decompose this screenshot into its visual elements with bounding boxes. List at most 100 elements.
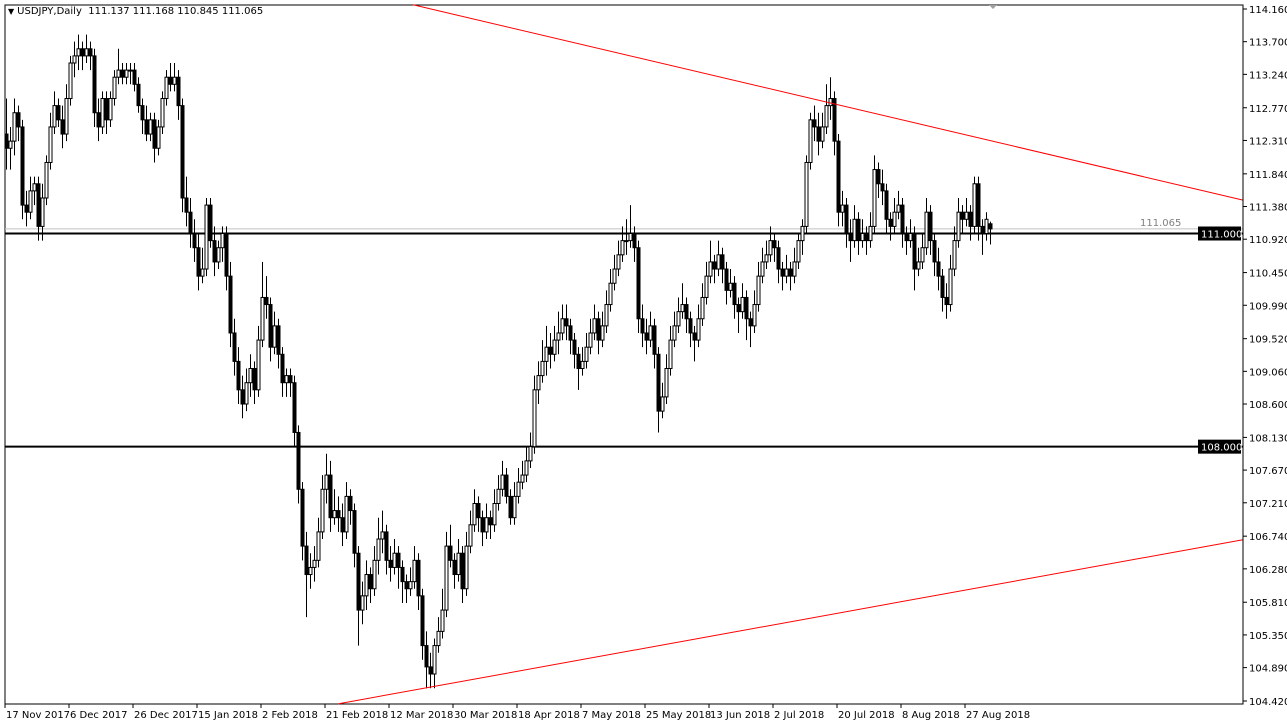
chart-shift-marker-icon[interactable] [989, 5, 997, 9]
candle-body-bull [708, 261, 713, 277]
candle-body-bear [748, 318, 753, 327]
candle-body-bull [364, 574, 369, 597]
symbol-label: USDJPY,Daily [17, 6, 82, 17]
candle-body-bear [856, 218, 861, 242]
candle [740, 283, 745, 319]
candle [140, 98, 145, 135]
candle [764, 240, 769, 270]
candle-body-bull [668, 339, 673, 369]
candle-body-bull [324, 474, 329, 490]
candle-body-bull [484, 517, 489, 533]
candle [116, 48, 121, 85]
candle [876, 162, 881, 198]
candle [212, 226, 217, 277]
candle [352, 503, 357, 568]
candle-body-bear [744, 296, 749, 320]
candle [412, 546, 417, 589]
candle-body-bear [396, 552, 401, 568]
candle-body-bear [120, 69, 125, 78]
candle [324, 453, 329, 504]
candle-body-bear [960, 211, 965, 220]
candle [236, 347, 241, 405]
y-tick-label: 107.210 [1249, 499, 1287, 510]
candle-body-bear [816, 126, 821, 142]
candle-body-bull [804, 161, 809, 227]
x-tick-label: 12 Mar 2018 [390, 710, 453, 721]
candle [964, 197, 969, 227]
candle [208, 197, 213, 248]
candle [164, 70, 169, 106]
candle-body-bull [800, 225, 805, 242]
y-tick-label: 113.700 [1249, 38, 1287, 49]
candle-body-bear [300, 488, 305, 547]
candle-body-bear [944, 296, 949, 306]
candle [360, 581, 365, 625]
candle-body-bull [648, 325, 653, 341]
level-price-label: 108.000 [1201, 443, 1242, 454]
candle [184, 176, 189, 227]
candle-body-bear [24, 204, 29, 213]
candle-body-bull [40, 197, 45, 227]
candle [192, 219, 197, 262]
triangle-down-icon[interactable]: ▼ [8, 7, 15, 16]
candle-body-bear [140, 105, 145, 121]
candle-body-bear [788, 268, 793, 277]
candle-body-bear [304, 545, 309, 576]
candle-body-bull [700, 296, 705, 320]
candle [648, 311, 653, 348]
candle [584, 332, 589, 369]
candle [672, 311, 677, 348]
candle-body-bear [880, 183, 885, 192]
candle-body-bear [508, 495, 513, 519]
candle [832, 91, 837, 156]
candle-body-bear [688, 318, 693, 334]
x-tick-label: 6 Dec 2017 [70, 710, 128, 721]
trendline[interactable] [412, 4, 1244, 201]
candle-body-bull [604, 304, 609, 327]
candle-body-bear [848, 233, 853, 242]
candle-body-bear [288, 375, 293, 384]
y-tick-label: 104.420 [1249, 697, 1287, 708]
candle [64, 84, 69, 142]
candle-body-bear [836, 140, 841, 213]
candle-body-bull [216, 247, 221, 263]
x-tick-label: 30 Mar 2018 [454, 710, 517, 721]
candle [296, 425, 301, 504]
candle-body-bull [468, 524, 473, 547]
candle-body-bear [144, 119, 149, 135]
candle-body-bull [536, 375, 541, 391]
candle-body-bear [232, 332, 237, 362]
candle [944, 283, 949, 319]
candle [276, 318, 281, 369]
candle-body-bear [504, 474, 509, 497]
candle [704, 261, 709, 305]
candle-body-bull [704, 275, 709, 298]
candle-body-bull [792, 261, 797, 277]
level-price-badge [1198, 439, 1241, 454]
candle-body-bear [712, 261, 717, 270]
x-tick-label: 17 Nov 2017 [6, 710, 70, 721]
candle-body-bull [12, 112, 17, 142]
candle [436, 617, 441, 653]
candle [652, 318, 657, 369]
candle [568, 318, 573, 355]
candle-body-bull [52, 105, 57, 128]
candle-body-bear [884, 190, 889, 220]
candle [636, 240, 641, 333]
candle [100, 91, 105, 135]
candle [216, 240, 221, 270]
x-tick-label: 18 Apr 2018 [518, 710, 580, 721]
candle [956, 197, 961, 248]
candle [880, 169, 885, 206]
candle [844, 197, 849, 248]
candle [472, 489, 477, 532]
candle-body-bull [8, 140, 13, 149]
candle [68, 55, 73, 106]
candle [424, 631, 429, 689]
candle [256, 325, 261, 397]
candle [556, 311, 561, 355]
candle-body-bull [248, 367, 253, 384]
trendline[interactable] [337, 539, 1244, 705]
candle-body-bear [328, 474, 333, 519]
